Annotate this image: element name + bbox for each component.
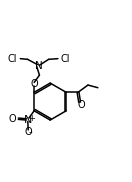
Text: -: - (29, 127, 32, 137)
Text: +: + (28, 114, 35, 123)
Text: Cl: Cl (8, 54, 17, 64)
Text: O: O (8, 114, 16, 124)
Text: O: O (31, 79, 38, 89)
Text: N: N (35, 61, 43, 71)
Text: N: N (24, 115, 32, 125)
Text: O: O (24, 127, 32, 137)
Text: Cl: Cl (61, 54, 70, 64)
Text: O: O (77, 100, 85, 110)
